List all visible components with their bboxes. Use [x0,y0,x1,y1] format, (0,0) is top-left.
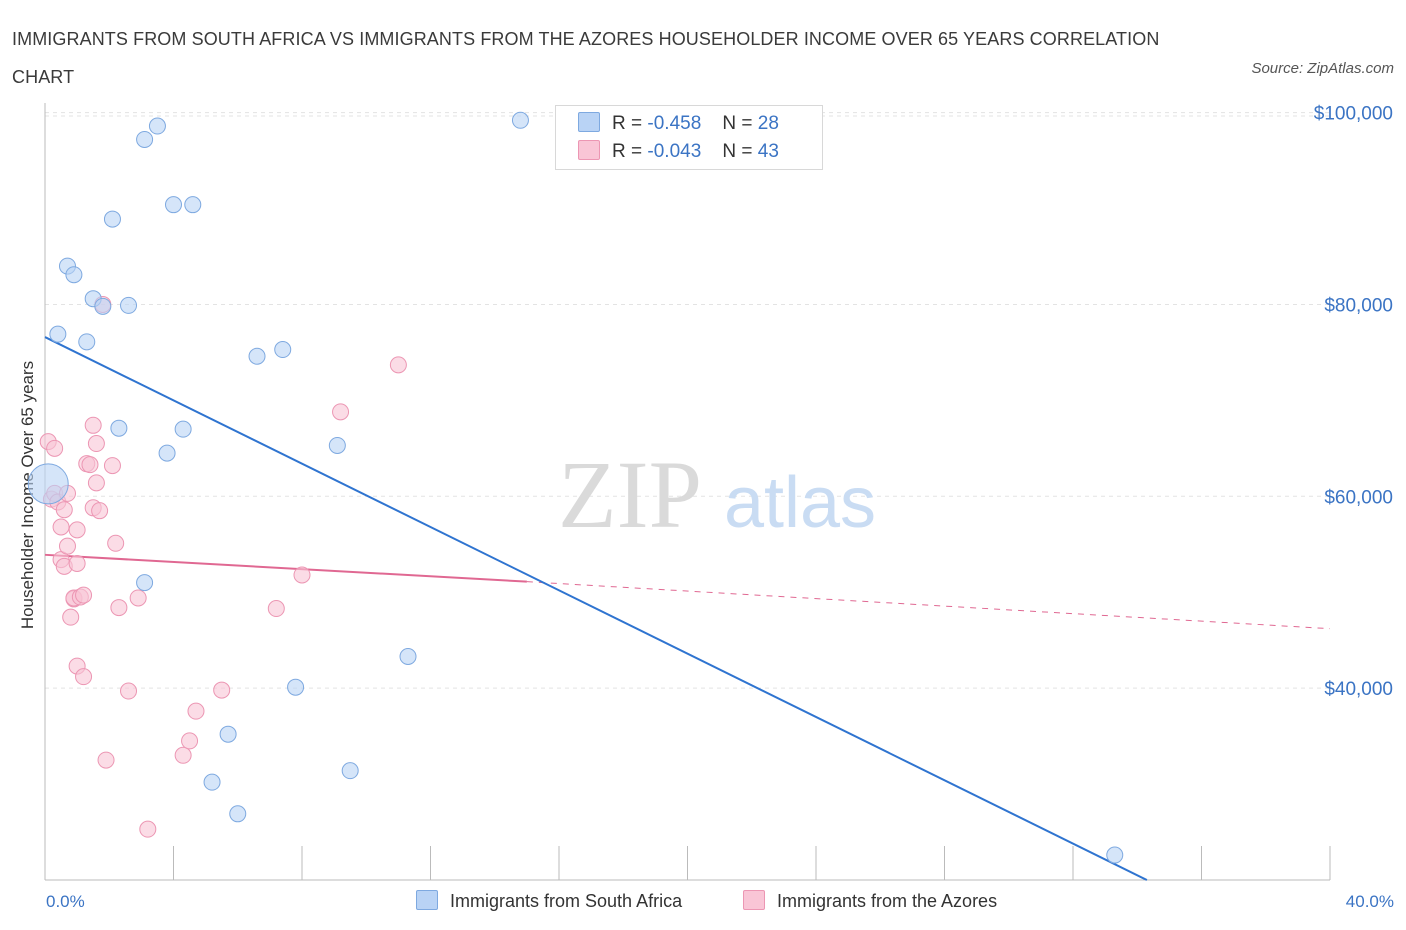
point-south-africa [158,444,176,462]
legend-n-label: N = [722,113,753,134]
point-south-africa [78,333,96,351]
y-tick-labels: $40,000 $60,000 $80,000 $100,000 [1314,104,1393,701]
point-south-africa [174,420,192,438]
point-azores [389,356,407,374]
point-azores [75,668,93,686]
point-azores [87,435,105,453]
x-tick-label-max: 40.0% [1345,892,1394,911]
point-south-africa [94,297,112,315]
watermark-zip: ZIP [558,441,702,548]
point-south-africa [287,678,305,696]
point-south-africa [136,130,154,148]
legend-series-label: Immigrants from the Azores [777,891,998,911]
point-azores [46,439,64,457]
point-azores [75,586,93,604]
legend-swatch-pink [743,890,765,910]
y-tick-label: $40,000 [1324,679,1393,700]
legend-r-label: R = [612,141,643,162]
grid-lines [45,112,1330,689]
point-azores [68,554,86,572]
source-label: Source: ZipAtlas.com [1251,60,1394,77]
legend-row-azores: R = -0.043 N = 43 [578,140,779,164]
stats-legend: R = -0.458 N = 28 R = -0.043 N = 43 [555,105,823,170]
point-south-africa [120,296,138,314]
point-azores [62,608,80,626]
legend-row-south-africa: R = -0.458 N = 28 [578,112,779,136]
point-azores [129,589,147,607]
point-azores [81,456,99,474]
point-south-africa [165,196,182,214]
point-azores [293,566,311,584]
point-azores [97,751,115,769]
point-south-africa [399,647,417,665]
point-south-africa [27,463,69,505]
point-azores [332,403,350,421]
trend-line-south-africa [44,336,1148,881]
point-azores [181,732,199,750]
point-azores [213,681,231,699]
watermark-atlas: atlas [724,463,876,543]
point-south-africa [203,773,221,791]
point-south-africa [229,805,247,823]
point-azores [103,457,121,475]
legend-n-value: 28 [757,113,779,134]
point-azores [139,820,157,838]
y-tick-label: $100,000 [1314,104,1393,125]
point-south-africa [136,574,154,592]
legend-r-label: R = [612,113,643,134]
point-azores [68,521,86,539]
point-south-africa [148,117,166,135]
axes [44,103,1331,881]
point-south-africa [110,419,128,437]
point-south-africa [184,196,202,214]
bottom-legend-azores: Immigrants from the Azores [743,890,997,912]
y-tick-label: $80,000 [1324,295,1393,316]
point-south-africa [248,347,266,365]
legend-r-value: -0.458 [647,113,702,134]
point-azores [120,682,138,700]
chart-title: IMMIGRANTS FROM SOUTH AFRICA VS IMMIGRAN… [12,29,1160,87]
trend-lines [44,336,1331,881]
data-points [27,111,1124,864]
legend-n-label: N = [722,141,753,162]
point-south-africa [219,725,237,743]
legend-swatch-pink [578,140,600,160]
legend-swatch-blue [578,112,600,132]
point-azores [84,416,102,434]
point-south-africa [511,111,529,129]
point-azores [267,600,285,618]
point-azores [55,501,73,519]
point-azores [107,534,125,552]
point-south-africa [1106,846,1124,864]
legend-swatch-blue [416,890,438,910]
point-south-africa [103,210,121,228]
point-azores [87,474,105,492]
trend-line-azores-dashed [526,581,1331,630]
point-azores [52,518,70,536]
point-south-africa [65,266,83,284]
watermark: ZIP atlas [558,441,876,548]
y-tick-label: $60,000 [1324,487,1393,508]
point-azores [110,599,128,617]
legend-r-value: -0.043 [647,141,702,162]
bottom-legend-south-africa: Immigrants from South Africa [416,890,682,912]
legend-n-value: 43 [757,141,779,162]
x-tick-label-min: 0.0% [46,892,85,911]
point-south-africa [49,325,67,343]
legend-series-label: Immigrants from South Africa [450,891,683,911]
point-azores [91,502,109,520]
point-south-africa [274,341,292,359]
point-south-africa [341,762,359,780]
trend-line-azores [44,553,527,583]
point-azores [187,702,205,720]
point-azores [58,537,76,555]
point-south-africa [328,436,346,454]
point-azores [174,746,192,764]
